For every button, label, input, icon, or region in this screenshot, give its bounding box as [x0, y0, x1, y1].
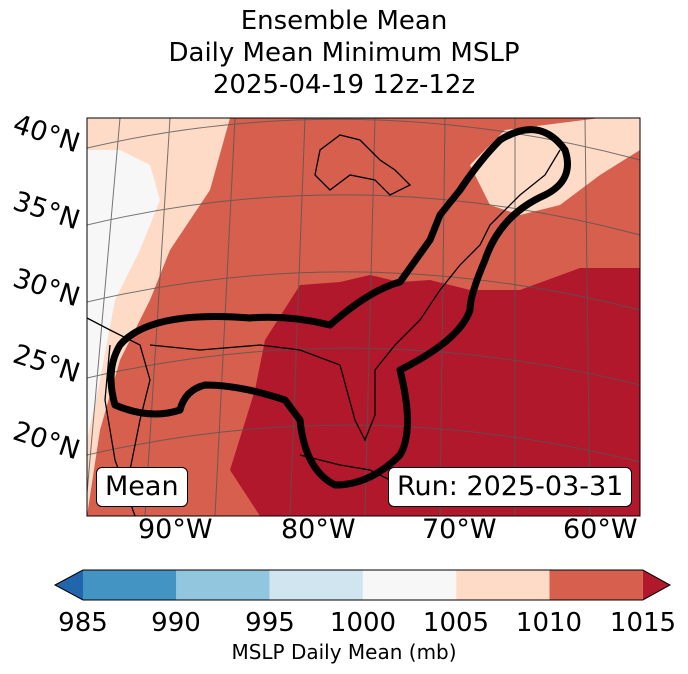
mean-label-box: Mean [96, 467, 188, 507]
colorbar-tick-990: 990 [151, 608, 201, 638]
title-line-1: Ensemble Mean [240, 6, 448, 36]
lon-label-80w: 80°W [281, 514, 356, 545]
colorbar-985-990 [83, 570, 177, 600]
meridian-70w [364, 118, 376, 516]
parallel-25n [87, 347, 640, 386]
ensemble-contour [107, 126, 571, 489]
colorbar-tick-1010: 1010 [515, 608, 583, 638]
colorbar-tick-995: 995 [245, 608, 295, 638]
mslp-region-1000 [87, 150, 160, 440]
parallel-35n [87, 194, 640, 236]
parallel-20n [87, 424, 640, 463]
great-lakes [314, 134, 412, 196]
meridian-90w [87, 118, 121, 499]
colorbar-extend-low [55, 570, 83, 600]
meridian-85w [144, 118, 171, 516]
colorbar-tick-1005: 1005 [422, 608, 490, 638]
colorbar-outline [53, 569, 672, 601]
colorbar-extend-high [642, 570, 670, 600]
colorbar-1000-1005 [362, 570, 457, 600]
title-line-2: Daily Mean Minimum MSLP [168, 38, 520, 68]
lon-label-60w: 60°W [563, 514, 638, 545]
meridian-65w [439, 118, 446, 516]
lon-label-70w: 70°W [422, 514, 497, 545]
colorbar-1010-1015 [549, 570, 643, 600]
colorbar-995-1000 [269, 570, 363, 600]
colorbar-990-995 [176, 570, 270, 600]
title-line-3: 2025-04-19 12z-12z [212, 70, 476, 100]
map-frame [86, 117, 641, 517]
colorbar-1005-1010 [456, 570, 550, 600]
colorbar-tick-1015: 1015 [609, 608, 677, 638]
us-gulf-coast [149, 149, 561, 442]
colorbar-tick-985: 985 [58, 608, 108, 638]
mslp-region-1010 [87, 118, 640, 516]
colorbar-tick-1000: 1000 [329, 608, 397, 638]
meridian-55w [584, 118, 591, 516]
run-date-box: Run: 2025-03-31 [388, 467, 633, 507]
colorbar [53, 569, 672, 601]
colorbar-label: MSLP Daily Mean (mb) [231, 640, 457, 664]
lon-label-90w: 90°W [138, 514, 213, 545]
mslp-region-1005-ne [470, 118, 640, 215]
gulf-coast [87, 317, 151, 471]
parallel-30n [87, 271, 640, 311]
